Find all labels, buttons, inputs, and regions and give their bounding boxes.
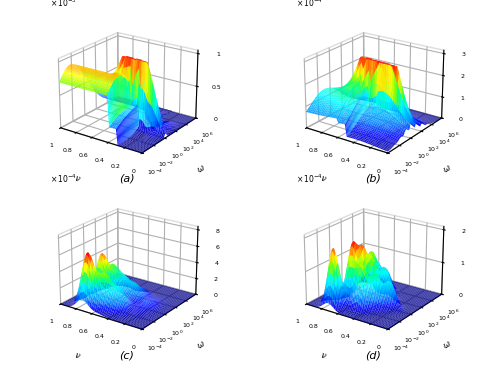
Text: $\times\,10^{-3}$: $\times\,10^{-3}$: [50, 0, 78, 8]
Text: (b): (b): [365, 174, 381, 184]
Text: (c): (c): [120, 350, 134, 360]
Y-axis label: $\omega$: $\omega$: [195, 339, 207, 351]
X-axis label: $\nu$: $\nu$: [73, 350, 82, 361]
X-axis label: $\nu$: $\nu$: [319, 174, 328, 184]
Y-axis label: $\omega$: $\omega$: [195, 163, 207, 175]
Y-axis label: $\omega$: $\omega$: [440, 339, 453, 351]
Text: $\times\,10^{-4}$: $\times\,10^{-4}$: [296, 0, 324, 8]
Text: (a): (a): [120, 174, 135, 184]
Text: $\times\,10^{-4}$: $\times\,10^{-4}$: [296, 172, 324, 185]
Y-axis label: $\omega$: $\omega$: [440, 163, 453, 175]
Text: $\times\,10^{-4}$: $\times\,10^{-4}$: [50, 172, 78, 185]
Text: (d): (d): [365, 350, 381, 360]
X-axis label: $\nu$: $\nu$: [319, 350, 328, 361]
X-axis label: $\nu$: $\nu$: [73, 174, 82, 184]
